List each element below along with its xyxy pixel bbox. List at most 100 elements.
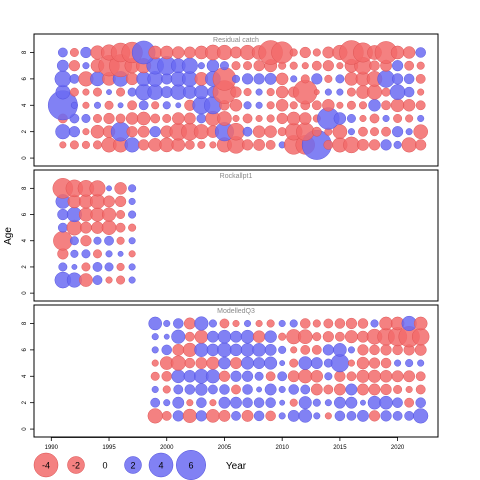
- bubble: [232, 74, 240, 83]
- bubble: [240, 329, 255, 344]
- bubble: [300, 345, 311, 355]
- bubble: [313, 412, 321, 420]
- bubble: [229, 99, 243, 112]
- bubble: [255, 88, 263, 96]
- bubble: [148, 316, 162, 331]
- bubble: [93, 249, 102, 259]
- bubble: [333, 383, 346, 396]
- bubble: [264, 330, 277, 343]
- bubble: [356, 356, 370, 370]
- bubble: [151, 385, 159, 393]
- bubble: [209, 141, 217, 149]
- bubble: [116, 210, 126, 219]
- y-tick-label: 4: [22, 103, 28, 107]
- bubble: [90, 124, 105, 139]
- bubble: [81, 249, 91, 259]
- bubble: [404, 411, 414, 421]
- bubble: [252, 343, 266, 357]
- bubble: [370, 127, 379, 137]
- bubble: [217, 111, 232, 126]
- bubble: [264, 356, 278, 370]
- bubble: [220, 61, 229, 71]
- bubble: [289, 358, 299, 368]
- panels-layer: Residual catch02468Rockallpt102468Modell…: [22, 33, 439, 438]
- bubble: [392, 126, 404, 138]
- bubble: [266, 101, 275, 110]
- bubble: [161, 411, 172, 421]
- bubble: [93, 87, 102, 97]
- bubble: [162, 101, 171, 110]
- bubble: [311, 100, 322, 111]
- bubble: [413, 124, 428, 139]
- bubble: [392, 397, 403, 408]
- bubble: [93, 114, 102, 123]
- bubble: [415, 139, 427, 151]
- bubble: [288, 384, 299, 395]
- bubble: [218, 356, 231, 370]
- bubble: [195, 357, 208, 369]
- bubble: [216, 44, 233, 61]
- axes-layer: 1990 1995 2000 2005 2010 2015 2020: [45, 437, 405, 451]
- bubble: [253, 397, 265, 408]
- bubble: [207, 330, 219, 343]
- bubble: [104, 235, 114, 246]
- bubble: [264, 343, 277, 356]
- bubble: [136, 111, 151, 126]
- bubble: [417, 114, 425, 122]
- bubble: [217, 342, 232, 358]
- bubble: [206, 409, 220, 423]
- bubble: [366, 84, 383, 100]
- panel-2: Rockallpt1 0 2 4 6 8: [22, 169, 439, 302]
- bubble: [81, 262, 91, 272]
- bubble: [128, 184, 137, 193]
- bubble: [403, 86, 415, 98]
- bubble: [171, 329, 186, 344]
- bubble: [413, 316, 428, 331]
- bubble: [369, 113, 380, 124]
- bubble: [240, 343, 255, 357]
- bubble: [147, 408, 163, 424]
- bubble: [380, 139, 392, 151]
- bubble: [403, 73, 415, 85]
- bubble: [103, 195, 115, 208]
- bubble: [380, 344, 392, 356]
- bubble: [389, 84, 406, 100]
- panel-1: Residual catch 0 2 4 6 8: [22, 33, 439, 167]
- y-tick-label: 4: [22, 238, 28, 242]
- bubble: [379, 316, 393, 331]
- bubble: [150, 371, 160, 381]
- bubble: [93, 101, 101, 109]
- bubble: [368, 357, 381, 369]
- bubble: [186, 399, 194, 407]
- bubble: [138, 139, 150, 151]
- bubble: [311, 126, 322, 137]
- x-tick-label: 1995: [102, 445, 116, 451]
- bubble: [163, 333, 170, 340]
- bubble: [243, 88, 252, 97]
- bubble: [402, 46, 416, 59]
- bubble: [392, 344, 403, 356]
- legend-entry: -4: [33, 452, 59, 478]
- bubble: [241, 370, 254, 382]
- bubble: [324, 74, 333, 83]
- bubble: [368, 410, 381, 422]
- bubble: [92, 275, 103, 285]
- bubble: [346, 87, 356, 97]
- bubble: [66, 219, 83, 236]
- bubble: [172, 343, 185, 356]
- legend-bubble: [148, 452, 174, 478]
- bubble: [289, 48, 298, 57]
- bubble: [405, 359, 414, 368]
- y-tick-label: 4: [22, 374, 28, 378]
- bubble: [125, 72, 139, 86]
- bubble: [193, 124, 209, 140]
- bubble: [370, 319, 379, 328]
- bubble: [243, 101, 252, 110]
- bubble: [209, 399, 217, 407]
- bubble: [287, 409, 300, 422]
- bubble: [231, 411, 241, 421]
- bubble: [275, 85, 289, 99]
- bubble: [82, 101, 90, 109]
- bubble: [80, 235, 92, 247]
